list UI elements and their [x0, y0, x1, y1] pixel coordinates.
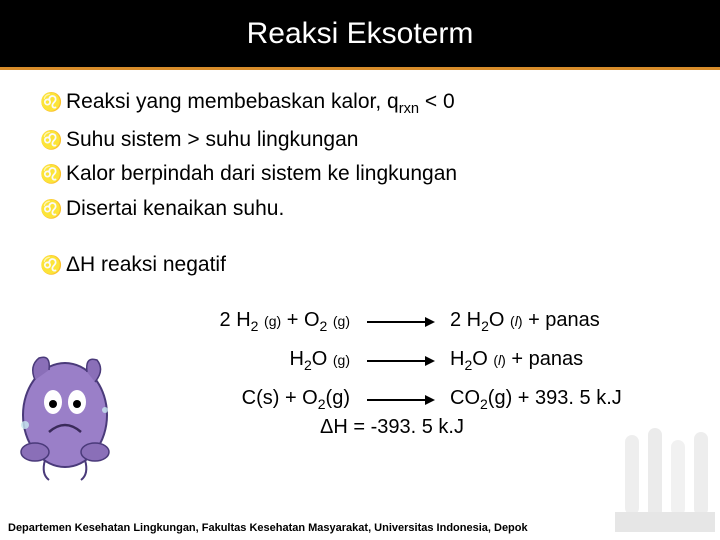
reaction-arrow-icon	[360, 355, 440, 367]
bullet-text: Reaksi yang membebaskan kalor, qrxn < 0	[66, 88, 455, 120]
leo-bullet-icon: ♌	[40, 199, 66, 220]
equation-right: CO2(g) + 393. 5 k.J	[440, 387, 622, 412]
bullet-item: ♌Reaksi yang membebaskan kalor, qrxn < 0	[40, 88, 680, 120]
equation-row: H2O (g) H2O (l) + panas	[160, 348, 680, 373]
bullet-text: Disertai kenaikan suhu.	[66, 195, 284, 223]
test-tubes-image	[610, 420, 720, 540]
slide-title: Reaksi Eksoterm	[247, 17, 474, 51]
equation-row: 2 H2 (g) + O2 (g) 2 H2O (l) + panas	[160, 309, 680, 334]
bullet-group-2: ♌ΔH reaksi negatif	[40, 251, 680, 279]
leo-bullet-icon: ♌	[40, 130, 66, 151]
bullet-item: ♌ΔH reaksi negatif	[40, 251, 680, 279]
bullet-text: ΔH reaksi negatif	[66, 251, 226, 279]
equation-row: C(s) + O2(g) CO2(g) + 393. 5 k.J	[160, 387, 680, 412]
leo-bullet-icon: ♌	[40, 164, 66, 185]
bullet-text: Kalor berpindah dari sistem ke lingkunga…	[66, 160, 457, 188]
equation-extra: ΔH = -393. 5 k.J	[160, 416, 680, 439]
footer-text: Departemen Kesehatan Lingkungan, Fakulta…	[8, 522, 528, 534]
leo-bullet-icon: ♌	[40, 92, 66, 113]
cartoon-illustration	[5, 340, 125, 490]
bullet-item: ♌Suhu sistem > suhu lingkungan	[40, 126, 680, 154]
equation-left: C(s) + O2(g)	[160, 387, 360, 412]
bullet-group-1: ♌Reaksi yang membebaskan kalor, qrxn < 0…	[40, 88, 680, 223]
bullet-item: ♌Kalor berpindah dari sistem ke lingkung…	[40, 160, 680, 188]
equation-left: H2O (g)	[160, 348, 360, 373]
equation-right: H2O (l) + panas	[440, 348, 583, 373]
bullet-text: Suhu sistem > suhu lingkungan	[66, 126, 358, 154]
equation-right: 2 H2O (l) + panas	[440, 309, 600, 334]
equations-block: 2 H2 (g) + O2 (g) 2 H2O (l) + panas H2O (g…	[40, 309, 680, 439]
equation-left: 2 H2 (g) + O2 (g)	[160, 309, 360, 334]
bullet-item: ♌Disertai kenaikan suhu.	[40, 195, 680, 223]
reaction-arrow-icon	[360, 316, 440, 328]
leo-bullet-icon: ♌	[40, 255, 66, 276]
reaction-arrow-icon	[360, 394, 440, 406]
slide-header: Reaksi Eksoterm	[0, 0, 720, 70]
